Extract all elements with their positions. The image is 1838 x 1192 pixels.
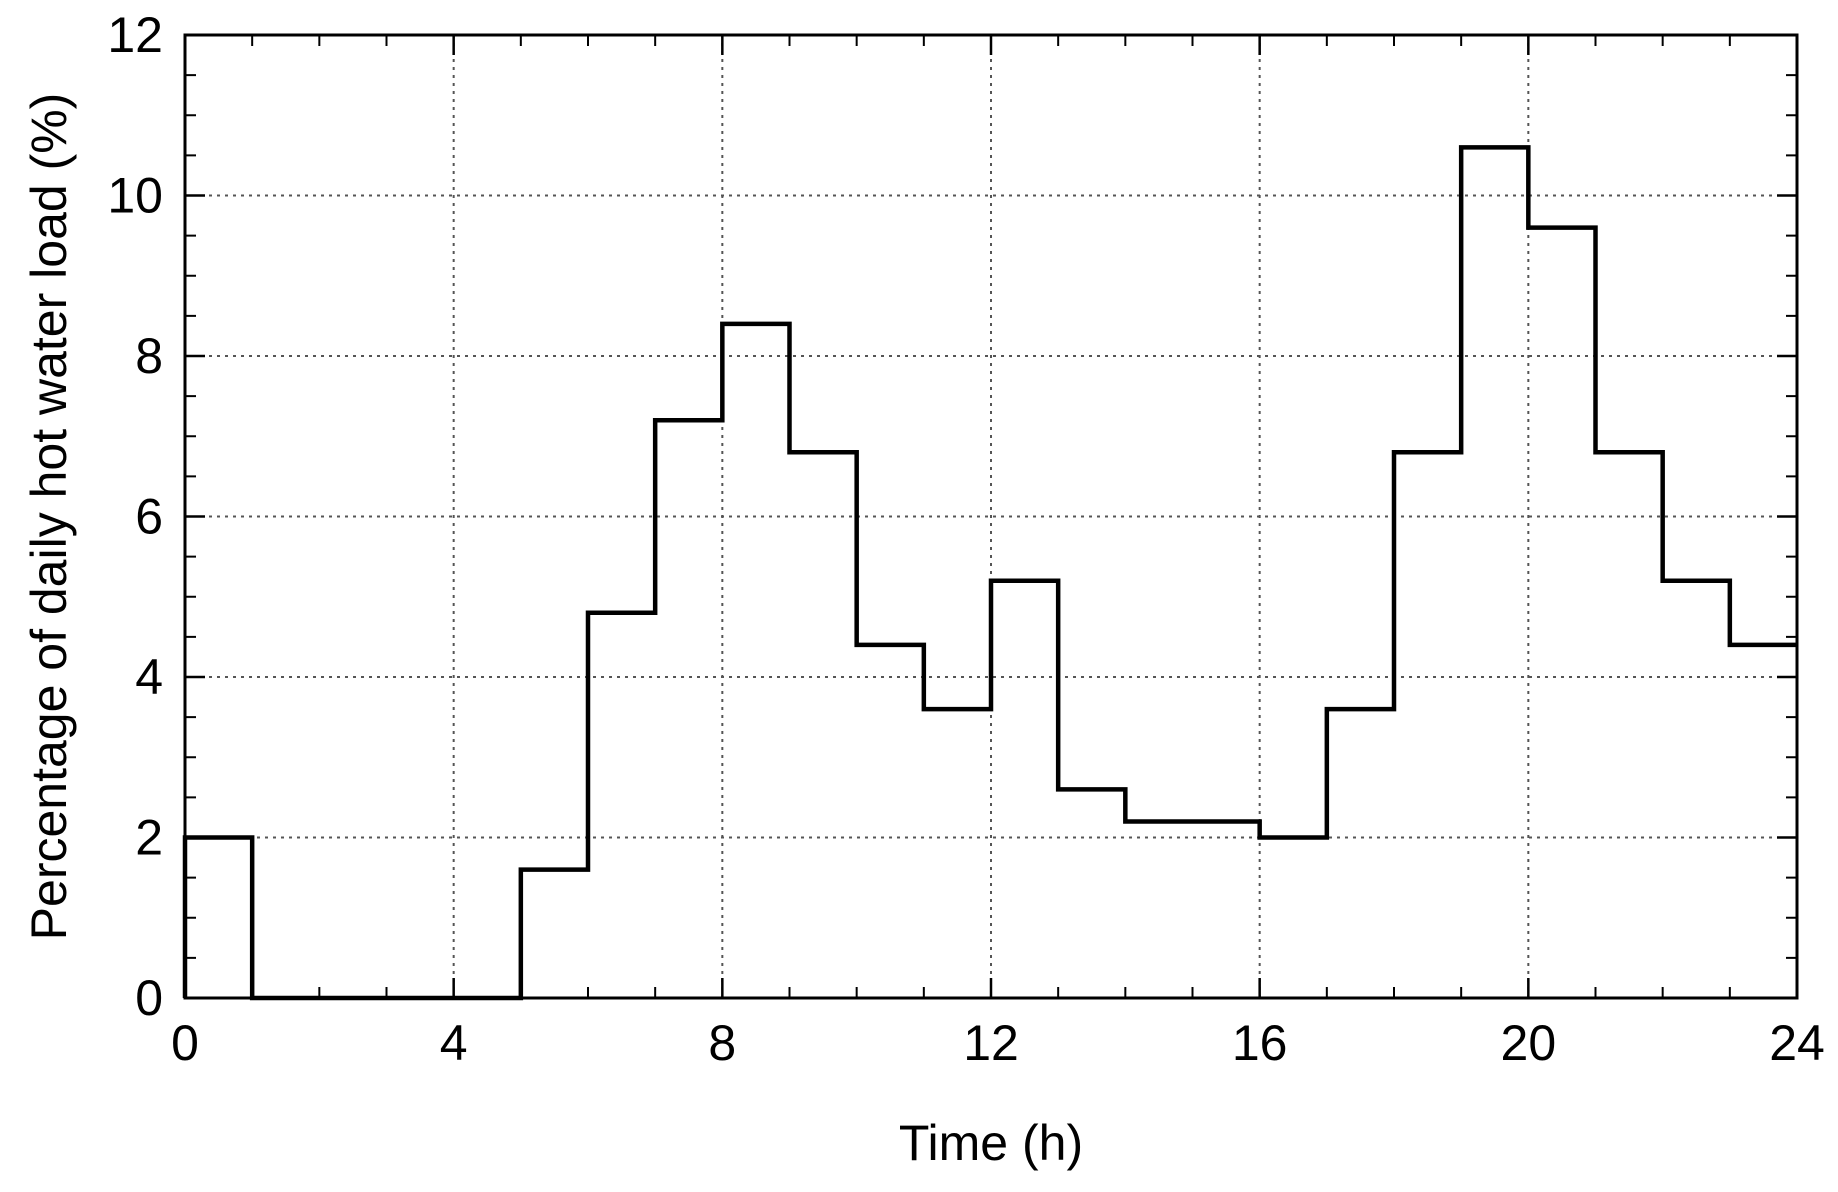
y-tick-label: 4: [135, 649, 163, 705]
x-tick-label: 20: [1501, 1015, 1557, 1071]
series-layer: [182, 145, 1797, 1001]
y-tick-label: 0: [135, 970, 163, 1026]
y-tick-label: 8: [135, 328, 163, 384]
y-axis-title: Percentage of daily hot water load (%): [21, 93, 77, 941]
x-tick-label: 8: [708, 1015, 736, 1071]
plot-frame: [183, 33, 1799, 1000]
x-tick-label: 16: [1232, 1015, 1288, 1071]
x-tick-label: 4: [440, 1015, 468, 1071]
x-axis-title: Time (h): [899, 1115, 1083, 1171]
x-tick-label: 12: [963, 1015, 1019, 1071]
x-tick-label: 0: [171, 1015, 199, 1071]
y-tick-label: 6: [135, 489, 163, 545]
y-tick-label: 2: [135, 810, 163, 866]
x-tick-label: 24: [1769, 1015, 1825, 1071]
series-line: [182, 145, 1797, 1001]
y-tick-label: 12: [107, 7, 163, 63]
x-tick-labels: 0 4 8 12 16 20 24: [171, 1015, 1825, 1071]
y-tick-labels: 0 2 4 6 8 10 12: [107, 7, 163, 1026]
y-tick-label: 10: [107, 168, 163, 224]
grid-lines: [185, 35, 1797, 998]
